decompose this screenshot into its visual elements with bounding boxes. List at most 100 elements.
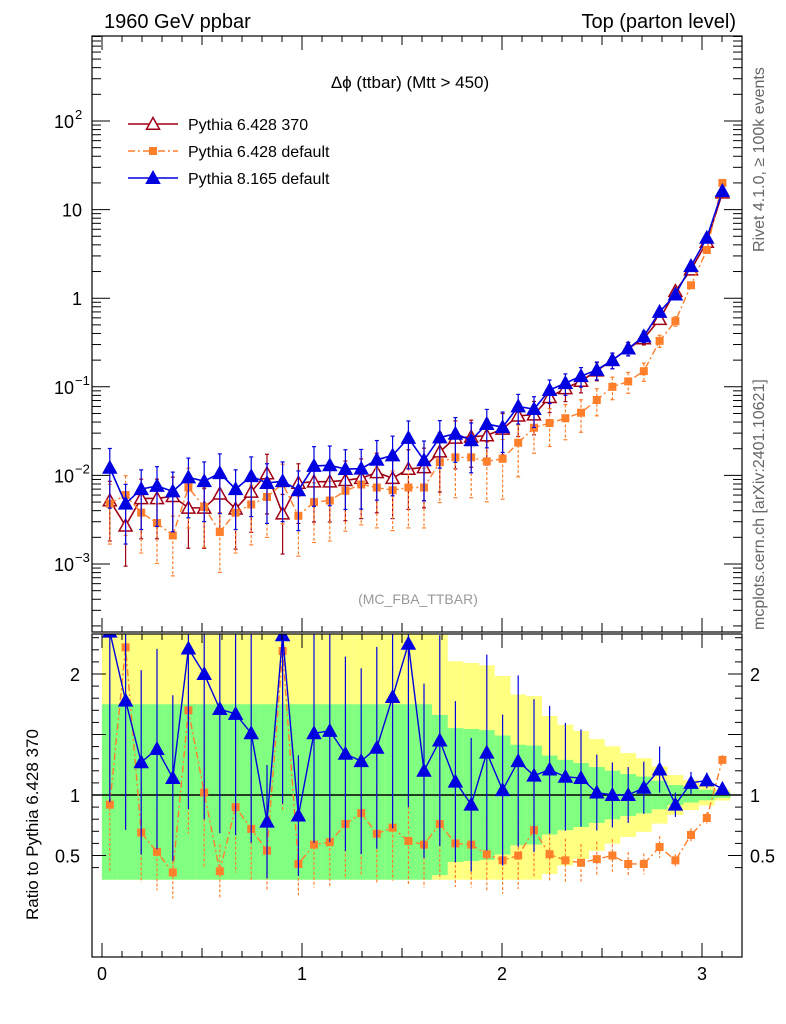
ratio-point	[447, 773, 464, 788]
ratio-line	[109, 634, 723, 822]
ratio-point	[168, 868, 177, 877]
data-point	[196, 473, 212, 488]
data-point	[447, 425, 464, 440]
ratio-point	[227, 705, 244, 720]
data-point	[353, 460, 369, 475]
ratio-point	[337, 745, 354, 760]
ratio-tick-label: 2	[70, 665, 80, 685]
data-point	[620, 340, 636, 355]
ratio-point	[639, 859, 648, 868]
ratio-point	[432, 732, 448, 747]
y-tick-exponent: 2	[75, 107, 82, 122]
legend-marker	[149, 147, 157, 155]
ratio-point	[463, 796, 479, 811]
ratio-point	[479, 744, 495, 759]
data-point	[180, 469, 197, 484]
ratio-point	[369, 739, 385, 754]
ratio-point	[651, 761, 668, 776]
legend-label: Pythia 6.428 default	[188, 144, 330, 161]
data-point	[227, 481, 244, 496]
ratio-tick-label-right: 0.5	[750, 847, 775, 867]
data-point	[718, 178, 727, 187]
ratio-point	[577, 858, 585, 867]
data-point	[149, 477, 165, 492]
ratio-point	[541, 761, 558, 776]
data-point	[714, 182, 731, 197]
data-point	[215, 527, 224, 536]
mcplots-label: mcplots.cern.ch [arXiv:2401.10621]	[751, 379, 768, 630]
ratio-point	[243, 725, 259, 740]
legend-label: Pythia 8.165 default	[188, 171, 330, 188]
legend-label: Pythia 6.428 370	[188, 117, 308, 134]
ratio-ylabel: Ratio to Pythia 6.428 370	[23, 729, 42, 920]
data-point	[557, 375, 574, 390]
analysis-label: (MC_FBA_TTBAR)	[358, 591, 478, 607]
data-point	[384, 447, 401, 462]
ratio-point	[683, 774, 699, 789]
data-point	[561, 414, 570, 423]
series-line	[109, 190, 724, 505]
data-point	[510, 398, 526, 413]
ratio-point	[636, 779, 652, 794]
ratio-point	[416, 762, 432, 777]
data-point	[514, 438, 523, 447]
data-point	[624, 377, 633, 386]
data-point	[589, 361, 605, 376]
ratio-point	[687, 830, 695, 839]
ratio-point	[514, 851, 523, 860]
data-point	[479, 415, 495, 430]
x-tick-label: 3	[697, 964, 707, 984]
ratio-point	[153, 847, 161, 856]
ratio-point	[384, 688, 401, 703]
data-point	[274, 473, 291, 488]
ratio-point	[624, 859, 633, 868]
data-point	[133, 481, 149, 496]
y-tick-label: 10	[54, 466, 74, 486]
ratio-point	[545, 850, 554, 859]
ratio-point	[259, 813, 275, 828]
ratio-point	[620, 786, 636, 801]
ratio-point	[400, 635, 417, 650]
ratio-point	[105, 800, 114, 809]
data-point	[212, 465, 228, 480]
series-line	[109, 192, 724, 528]
ratio-tick-label: 0.5	[55, 847, 80, 867]
data-point	[290, 482, 307, 497]
data-point	[416, 452, 432, 467]
ratio-tick-label-right: 1	[750, 786, 760, 806]
data-point	[165, 483, 181, 498]
data-point	[259, 474, 275, 489]
data-point	[526, 401, 542, 416]
y-tick-exponent: −1	[75, 373, 90, 388]
x-tick-label: 2	[497, 964, 507, 984]
series-line	[109, 182, 724, 537]
ratio-point	[117, 692, 134, 707]
chart-title: Δϕ (ttbar) (Mtt > 450)	[331, 73, 489, 92]
ratio-point	[592, 855, 601, 864]
data-point	[117, 495, 134, 510]
ratio-point	[196, 665, 212, 680]
ratio-point	[180, 640, 197, 655]
ratio-point	[494, 782, 511, 797]
data-point	[683, 258, 699, 273]
ratio-point	[404, 836, 413, 845]
ratio-point	[573, 770, 589, 785]
legend-marker	[145, 169, 161, 184]
x-tick-label: 0	[97, 964, 107, 984]
header-left: 1960 GeV ppbar	[104, 11, 251, 33]
data-point	[168, 531, 177, 540]
ratio-line	[109, 647, 724, 875]
y-tick-label: 1	[72, 289, 82, 309]
data-point	[687, 281, 695, 290]
ratio-point	[604, 786, 621, 801]
legend: Pythia 6.428 370 Pythia 6.428 default Pyth…	[128, 115, 330, 188]
ratio-point	[149, 740, 165, 755]
ratio-point	[215, 867, 224, 876]
ratio-point	[667, 796, 684, 811]
ratio-point	[165, 770, 181, 785]
ratio-point	[310, 840, 318, 849]
data-point	[432, 429, 448, 444]
x-tick-label: 1	[297, 964, 307, 984]
